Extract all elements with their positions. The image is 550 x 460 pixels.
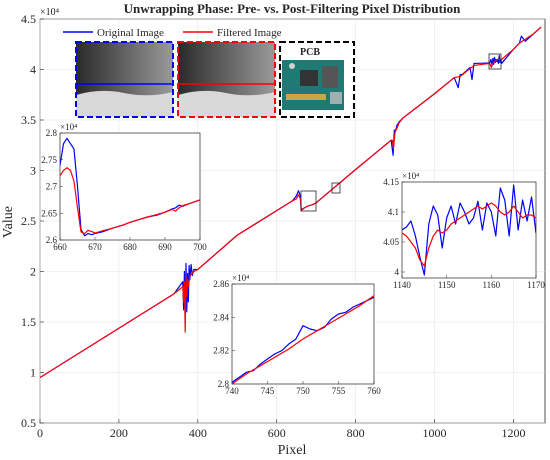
main-series xyxy=(40,26,542,379)
inset-740-760-axes: 740 745 750 755 760 2.8 2.82 2.84 2.86 xyxy=(213,279,381,396)
inset-x-tick-label: 1140 xyxy=(393,280,411,290)
y-multiplier: ×10⁴ xyxy=(40,7,60,18)
inset-1140-1170-multiplier: ×10⁴ xyxy=(402,171,419,181)
inset-y-tick-label: 2.84 xyxy=(213,312,229,322)
inset-y-tick-label: 2.86 xyxy=(213,279,229,289)
inset-740-760-series xyxy=(232,295,374,384)
inset-y-tick-label: 4 xyxy=(395,267,400,277)
inset-x-tick-label: 1170 xyxy=(527,280,545,290)
thumbnail-pcb-label: PCB xyxy=(300,47,320,58)
inset-x-tick-label: 1150 xyxy=(438,280,456,290)
inset-y-tick-label: 4.15 xyxy=(383,177,399,187)
thumbnail-original xyxy=(75,41,174,118)
inset-y-tick-label: 4.1 xyxy=(388,207,399,217)
inset-x-tick-label: 670 xyxy=(88,242,102,252)
inset-y-tick-label: 2.8 xyxy=(218,379,230,389)
thumbnail-pcb: PCB xyxy=(279,41,355,118)
inset-1140-1170-series xyxy=(402,184,536,276)
inset-y-tick-label: 2.75 xyxy=(41,155,57,165)
inset-1-series-filtered xyxy=(232,295,374,384)
x-tick-label: 400 xyxy=(189,426,207,440)
inset-x-tick-label: 745 xyxy=(261,386,275,396)
y-tick-label: 4.5 xyxy=(21,12,36,26)
x-axis: 0 200 400 600 800 1000 1200 xyxy=(37,419,525,440)
inset-y-tick-label: 2.8 xyxy=(46,128,58,138)
chart-title: Unwrapping Phase: Pre- vs. Post-Filterin… xyxy=(124,1,461,16)
inset-x-tick-label: 1160 xyxy=(482,280,500,290)
legend-label-filtered: Filtered Image xyxy=(217,27,282,39)
inset-y-tick-label: 4.05 xyxy=(383,237,399,247)
main-series-filtered xyxy=(40,26,542,379)
inset-x-tick-label: 700 xyxy=(193,242,207,252)
legend: Original Image Filtered Image xyxy=(63,27,282,39)
zoom-box-1 xyxy=(300,190,317,212)
inset-1140-1170: 1140 1150 1160 1170 4 4.05 4.1 4.15 ×10⁴ xyxy=(383,171,545,290)
inset-y-tick-label: 2.65 xyxy=(41,208,57,218)
legend-label-original: Original Image xyxy=(97,27,164,39)
y-tick-label: 3.5 xyxy=(21,113,36,127)
y-tick-label: 1 xyxy=(30,366,36,380)
x-tick-label: 1000 xyxy=(423,426,447,440)
inset-740-760-multiplier: ×10⁴ xyxy=(232,273,249,283)
x-axis-label: Pixel xyxy=(278,443,307,458)
zoom-box-3 xyxy=(488,53,502,70)
y-axis-label: Value xyxy=(1,206,16,238)
inset-x-tick-label: 680 xyxy=(123,242,137,252)
y-tick-label: 4 xyxy=(30,63,36,77)
x-tick-label: 0 xyxy=(37,426,43,440)
inset-660-700-multiplier: ×10⁴ xyxy=(60,122,77,132)
inset-740-760: 740 745 750 755 760 2.8 2.82 2.84 2.86 ×10⁴ xyxy=(213,273,381,396)
inset-660-700-axes: 660 670 680 690 700 2.6 2.65 2.7 2.75 2.8 xyxy=(41,128,207,252)
inset-x-tick-label: 660 xyxy=(53,242,67,252)
y-axis: 0.5 1 1.5 2 2.5 3 3.5 4 4.5 xyxy=(21,12,44,430)
inset-660-700-series xyxy=(60,137,200,237)
y-tick-label: 2.5 xyxy=(21,214,36,228)
inset-x-tick-label: 750 xyxy=(296,386,310,396)
inset-660-700: 660 670 680 690 700 2.6 2.65 2.7 2.75 2.8 ×10⁴ xyxy=(41,122,207,252)
inset-y-tick-label: 2.82 xyxy=(213,346,229,356)
inset-x-tick-label: 690 xyxy=(158,242,172,252)
x-tick-label: 800 xyxy=(347,426,365,440)
inset-1140-1170-axes: 1140 1150 1160 1170 4 4.05 4.1 4.15 xyxy=(383,177,545,290)
y-tick-label: 2 xyxy=(30,265,36,279)
x-tick-label: 1200 xyxy=(501,426,525,440)
inset-x-tick-label: 740 xyxy=(225,386,239,396)
thumbnail-filtered xyxy=(177,41,276,118)
inset-2-series-filtered xyxy=(402,202,536,267)
x-tick-label: 600 xyxy=(268,426,286,440)
zoom-box-2 xyxy=(331,182,341,194)
inset-y-tick-label: 2.6 xyxy=(46,235,58,245)
y-tick-label: 0.5 xyxy=(21,416,36,430)
x-tick-label: 200 xyxy=(110,426,128,440)
inset-x-tick-label: 755 xyxy=(332,386,346,396)
inset-2-series-original xyxy=(402,184,536,276)
inset-y-tick-label: 2.7 xyxy=(46,182,58,192)
inset-0-series-filtered xyxy=(60,167,200,235)
y-tick-label: 3 xyxy=(30,164,36,178)
inset-x-tick-label: 760 xyxy=(367,386,381,396)
y-tick-label: 1.5 xyxy=(21,315,36,329)
